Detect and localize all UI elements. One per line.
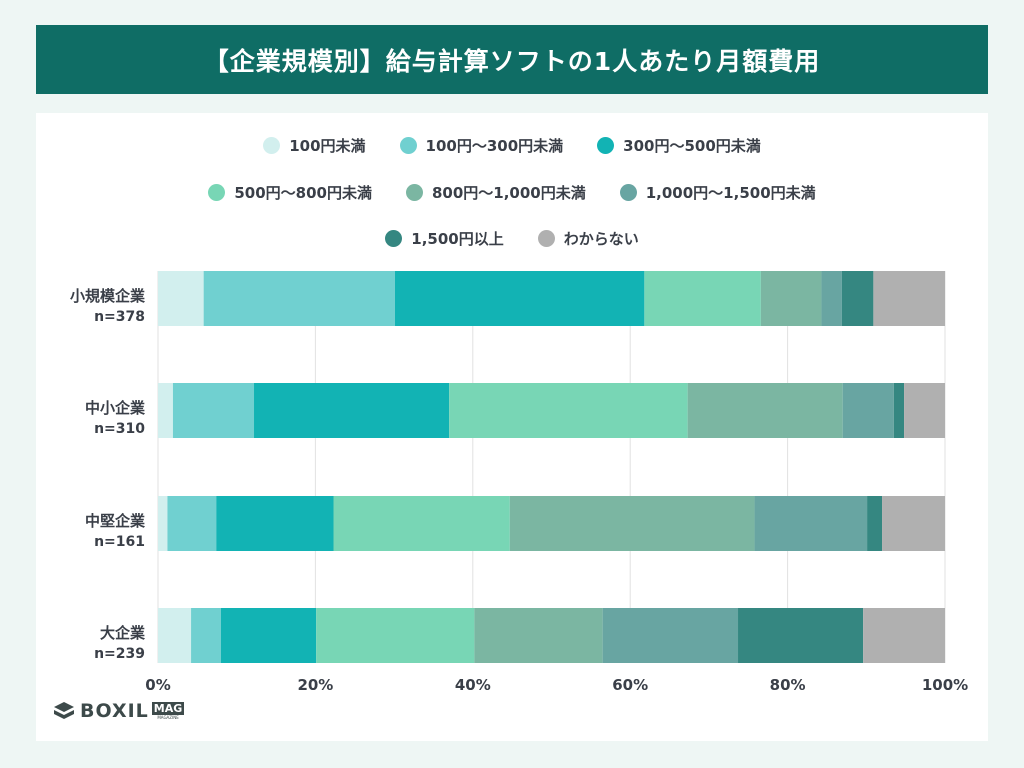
bar-segment <box>738 608 864 663</box>
bar-segment <box>333 496 510 551</box>
bar-segment <box>644 271 761 326</box>
bar-segment <box>821 271 842 326</box>
bar-segment <box>172 383 255 438</box>
bar-segment <box>760 271 822 326</box>
legend-item: 100円～300円未満 <box>399 135 564 156</box>
legend-swatch <box>537 230 555 247</box>
legend-item: 100円未満 <box>263 135 366 156</box>
legend-item: 800円～1,000円未満 <box>405 182 586 203</box>
bar-segment <box>167 496 217 551</box>
category-label: 中堅企業 <box>85 512 146 530</box>
category-label: 小規模企業 <box>70 287 146 305</box>
legend-row: 1,500円以上 わからない <box>36 228 988 249</box>
bar-segment <box>158 608 192 663</box>
legend-item: 300円～500円未満 <box>597 135 761 156</box>
chart-title: 【企業規模別】給与計算ソフトの1人あたり月額費用 <box>203 46 821 76</box>
bar-segment <box>220 608 317 663</box>
legend-label: 300円～500円未満 <box>623 137 761 155</box>
legend-label: わからない <box>563 230 639 248</box>
bar-segment <box>687 383 843 438</box>
legend-swatch <box>619 184 637 201</box>
bar-segment <box>873 271 945 326</box>
legend-label: 1,500円以上 <box>411 230 504 248</box>
legend-swatch <box>597 137 615 154</box>
x-tick-label: 60% <box>612 676 648 694</box>
bar-segment <box>863 608 945 663</box>
legend: 100円未満 100円～300円未満 300円～500円未満 500円～800円未満… <box>36 113 988 263</box>
legend-swatch <box>263 137 281 154</box>
bar-segment <box>509 496 755 551</box>
category-count: n=161 <box>94 534 145 550</box>
x-tick-label: 20% <box>297 676 333 694</box>
bar-segment <box>394 271 645 326</box>
legend-swatch <box>399 137 417 154</box>
logo-mag-badge: MAG MAGAZINE <box>151 701 185 721</box>
bar-segment <box>904 383 945 438</box>
legend-label: 100円未満 <box>289 137 366 155</box>
bar-segment <box>158 271 204 326</box>
category-count: n=310 <box>94 421 145 437</box>
logo-mag-text: MAG <box>151 701 185 715</box>
bar-segment <box>754 496 868 551</box>
category-count: n=239 <box>94 646 145 662</box>
legend-label: 500円～800円未満 <box>234 184 372 202</box>
bar-segment <box>602 608 739 663</box>
bar-segment <box>158 383 173 438</box>
x-tick-label: 0% <box>145 676 170 694</box>
boxil-mag-logo: BOXIL MAG MAGAZINE <box>52 698 185 724</box>
bar-segment <box>867 496 883 551</box>
legend-item: 500円～800円未満 <box>208 182 372 203</box>
legend-item: 1,000円～1,500円未満 <box>619 182 816 203</box>
legend-swatch <box>208 184 226 201</box>
category-count: n=378 <box>94 309 145 325</box>
bar-segment <box>449 383 688 438</box>
legend-swatch <box>405 184 423 201</box>
logo-wordmark: BOXIL <box>80 700 149 722</box>
bar-segment <box>158 496 168 551</box>
x-tick-label: 100% <box>922 676 968 694</box>
bar-segment <box>474 608 603 663</box>
bar-segment <box>842 383 894 438</box>
bar-segment <box>841 271 874 326</box>
bar-segment <box>882 496 945 551</box>
x-tick-label: 80% <box>770 676 806 694</box>
bar-segment <box>191 608 221 663</box>
x-tick-label: 40% <box>455 676 491 694</box>
category-label: 中小企業 <box>85 399 146 417</box>
title-bar: 【企業規模別】給与計算ソフトの1人あたり月額費用 <box>36 25 988 94</box>
boxil-logo-icon <box>54 702 74 719</box>
bar-segment <box>316 608 475 663</box>
legend-row: 500円～800円未満 800円～1,000円未満 1,000円～1,500円未満 <box>36 182 988 203</box>
legend-row: 100円未満 100円～300円未満 300円～500円未満 <box>36 135 988 156</box>
logo-mag-subtext: MAGAZINE <box>157 714 179 720</box>
category-label: 大企業 <box>100 624 146 642</box>
legend-item: わからない <box>537 228 639 249</box>
legend-label: 800円～1,000円未満 <box>431 184 586 202</box>
legend-item: 1,500円以上 <box>385 228 504 249</box>
bar-segment <box>216 496 334 551</box>
bar-segment <box>254 383 450 438</box>
legend-label: 100円～300円未満 <box>425 137 564 155</box>
bar-segment <box>893 383 905 438</box>
bar-segment <box>203 271 395 326</box>
legend-swatch <box>385 230 403 247</box>
legend-label: 1,000円～1,500円未満 <box>645 184 816 202</box>
